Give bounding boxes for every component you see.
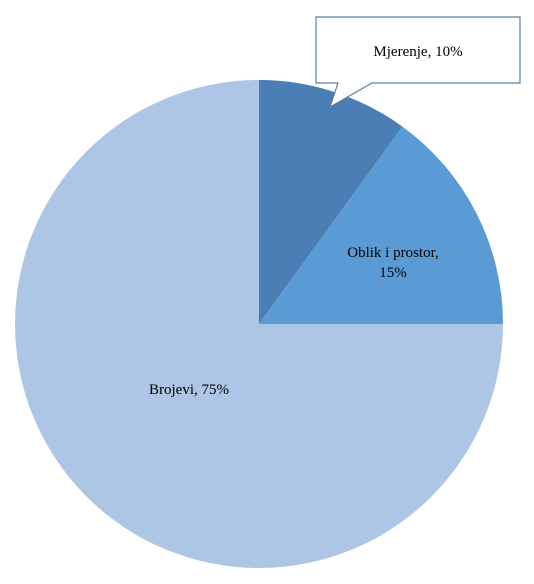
- data-label-brojevi: Brojevi, 75%: [149, 382, 229, 398]
- callout-mjerenje: [315, 16, 521, 109]
- callout-box: [315, 16, 521, 109]
- pie-slice-mjerenje: [259, 80, 403, 324]
- pie-slice-brojevi: [15, 80, 503, 568]
- data-label-mjerenje: Mjerenje, 10%: [373, 44, 462, 60]
- data-label-oblik-i-prostor: Oblik i prostor, 15%: [347, 245, 438, 281]
- pie-slice-oblik-i-prostor: [259, 126, 503, 324]
